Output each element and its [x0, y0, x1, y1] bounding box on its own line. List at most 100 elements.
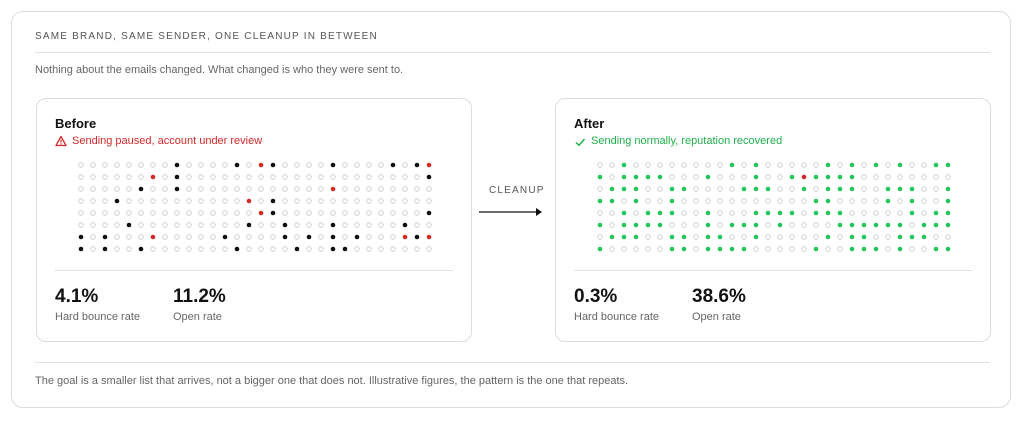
- dot: [210, 222, 216, 228]
- dot: [777, 186, 783, 192]
- dot: [354, 186, 360, 192]
- dot: [621, 222, 627, 228]
- dot: [150, 174, 156, 180]
- dot: [693, 198, 699, 204]
- dot: [789, 186, 795, 192]
- dot: [705, 186, 711, 192]
- dot: [354, 246, 360, 252]
- dot: [390, 210, 396, 216]
- dot: [621, 162, 627, 168]
- dot: [669, 198, 675, 204]
- dot: [765, 174, 771, 180]
- dot: [246, 234, 252, 240]
- dot: [258, 174, 264, 180]
- dot: [933, 222, 939, 228]
- dot: [861, 186, 867, 192]
- dot: [426, 210, 432, 216]
- dot: [366, 222, 372, 228]
- dot: [849, 174, 855, 180]
- dot: [198, 210, 204, 216]
- dot: [402, 222, 408, 228]
- dot: [198, 246, 204, 252]
- dot: [210, 198, 216, 204]
- dot: [186, 162, 192, 168]
- dot: [414, 246, 420, 252]
- dot: [729, 210, 735, 216]
- dot: [825, 162, 831, 168]
- dot: [609, 246, 615, 252]
- dot: [813, 186, 819, 192]
- dot: [693, 174, 699, 180]
- dot: [330, 234, 336, 240]
- dot: [78, 186, 84, 192]
- dot: [414, 234, 420, 240]
- dot: [366, 174, 372, 180]
- dot: [945, 174, 951, 180]
- dot: [657, 246, 663, 252]
- dot: [354, 222, 360, 228]
- dot: [777, 246, 783, 252]
- dot: [258, 198, 264, 204]
- dot: [609, 198, 615, 204]
- divider: [35, 52, 990, 53]
- dot: [330, 186, 336, 192]
- dot: [597, 174, 603, 180]
- dot: [390, 246, 396, 252]
- dot: [366, 186, 372, 192]
- dot: [705, 198, 711, 204]
- dot: [90, 162, 96, 168]
- dot: [186, 186, 192, 192]
- dot: [114, 162, 120, 168]
- dot: [114, 174, 120, 180]
- dot: [330, 162, 336, 168]
- dot: [777, 210, 783, 216]
- dot: [390, 222, 396, 228]
- dot: [126, 234, 132, 240]
- dot: [246, 222, 252, 228]
- panel-status: Sending paused, account under review: [72, 135, 263, 147]
- dot: [102, 174, 108, 180]
- dot: [645, 234, 651, 240]
- dot: [645, 186, 651, 192]
- dot: [78, 162, 84, 168]
- dot: [801, 234, 807, 240]
- dot: [138, 210, 144, 216]
- dot: [426, 198, 432, 204]
- dot: [933, 186, 939, 192]
- dot: [621, 198, 627, 204]
- dot: [282, 246, 288, 252]
- dot: [801, 174, 807, 180]
- dot: [801, 162, 807, 168]
- dot: [813, 198, 819, 204]
- dot: [753, 246, 759, 252]
- dot: [186, 198, 192, 204]
- dot: [378, 210, 384, 216]
- dot: [753, 162, 759, 168]
- dot: [897, 234, 903, 240]
- dot: [210, 174, 216, 180]
- dot: [633, 246, 639, 252]
- dot: [102, 162, 108, 168]
- dot: [873, 174, 879, 180]
- dot: [282, 162, 288, 168]
- panel-before: Before Sending paused, account under rev…: [36, 98, 472, 342]
- metric-value: 0.3%: [574, 286, 618, 307]
- dot: [945, 186, 951, 192]
- dot: [342, 186, 348, 192]
- dot: [234, 234, 240, 240]
- dot: [426, 246, 432, 252]
- dot: [318, 234, 324, 240]
- dot: [657, 174, 663, 180]
- dot: [90, 186, 96, 192]
- dot: [78, 222, 84, 228]
- dot: [729, 222, 735, 228]
- dot: [126, 162, 132, 168]
- dot: [765, 186, 771, 192]
- dot: [222, 222, 228, 228]
- dot: [657, 210, 663, 216]
- dot: [609, 234, 615, 240]
- dot: [414, 186, 420, 192]
- dot: [669, 222, 675, 228]
- dot: [885, 246, 891, 252]
- dot: [102, 198, 108, 204]
